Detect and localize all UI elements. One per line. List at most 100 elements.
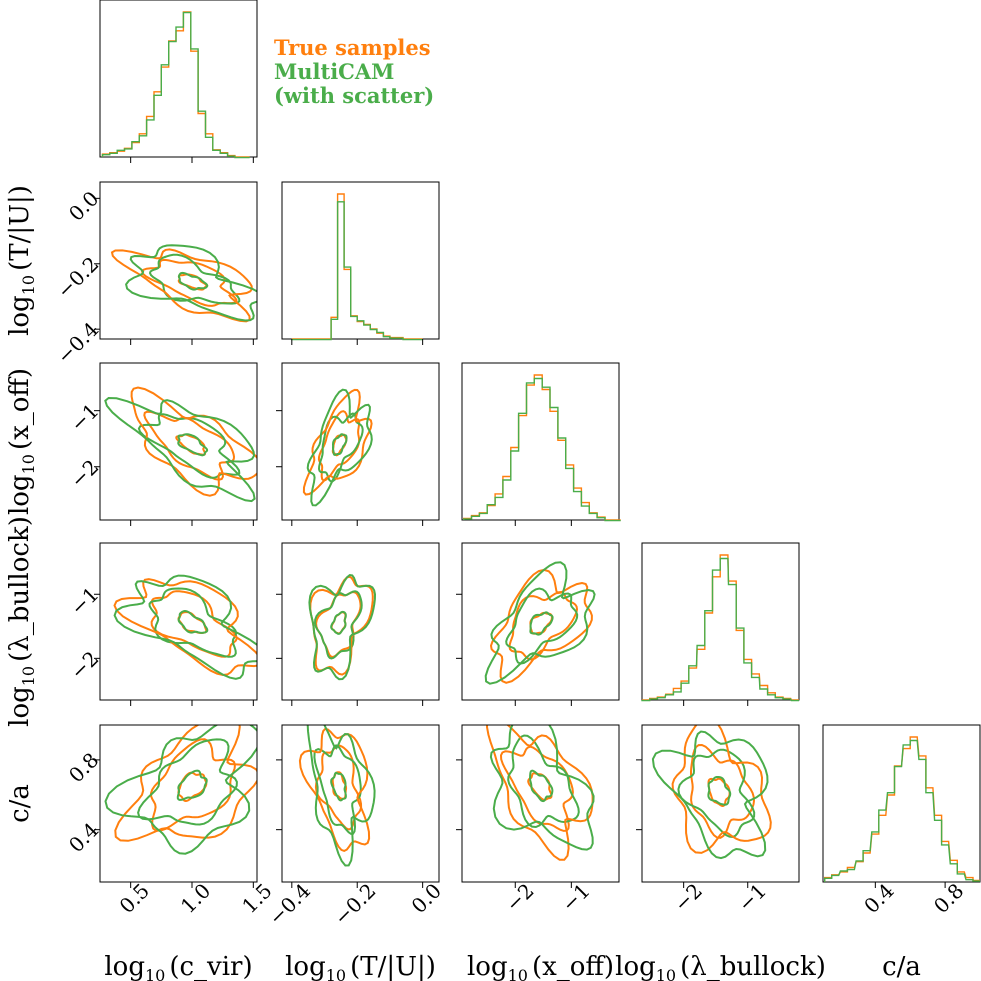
contour-true-samples (302, 388, 373, 496)
contour-true-samples (150, 590, 238, 658)
panel-frame (99, 724, 258, 883)
panel-frame (641, 542, 800, 701)
contour-multicam (104, 725, 257, 855)
panel-frame (281, 362, 440, 521)
contour-true-samples (707, 777, 731, 808)
contour-multicam (651, 730, 769, 860)
y-tick-label: 0.4 (64, 818, 103, 857)
panel-frame (461, 724, 620, 883)
y-axis-label: log10(λ_bullock) (5, 516, 38, 727)
contour-multicam (177, 271, 209, 291)
hist-multicam (463, 377, 621, 522)
pair-panel-1-0 (99, 181, 258, 340)
x-tick-label: 0.0 (407, 879, 446, 918)
x-tick-label: −0.4 (264, 879, 315, 930)
x-axis-label: log10 (c_vir) (104, 952, 252, 981)
x-tick-label: 0.8 (929, 879, 968, 918)
x-tick-label: −1 (733, 879, 771, 917)
marginal-hist-3 (641, 542, 800, 702)
contour-multicam (177, 433, 209, 457)
contour-multicam (528, 769, 554, 803)
y-axis-label: c/a (5, 784, 35, 823)
contour-true-samples (671, 725, 772, 854)
y-tick-label: −2 (66, 646, 104, 684)
pair-panel-3-0 (99, 542, 258, 701)
pair-panel-4-1 (281, 724, 440, 883)
hist-multicam (824, 739, 980, 882)
contour-true-samples (130, 386, 257, 497)
panel-frame (99, 542, 258, 701)
hist-true-samples (642, 554, 799, 701)
y-tick-label: −1 (66, 399, 104, 437)
contour-multicam (505, 587, 579, 665)
hist-multicam (291, 201, 423, 341)
contour-multicam (707, 776, 732, 806)
panel-frame (281, 181, 440, 340)
x-axis-label: log10 (λ_bullock) (615, 952, 826, 981)
legend-entry-with-scatter: (with scatter) (274, 83, 435, 108)
legend-entry-true-samples: True samples (274, 35, 431, 60)
contour-multicam (489, 725, 595, 851)
contour-multicam (125, 244, 257, 322)
x-axis-label: c/a (882, 952, 921, 981)
contour-multicam (104, 396, 256, 503)
y-tick-label: 0.0 (64, 186, 103, 225)
contour-multicam (677, 748, 756, 839)
contour-multicam (176, 769, 208, 801)
panel-frame (99, 181, 258, 340)
legend: True samples MultiCAM (with scatter) (274, 36, 434, 108)
panel-frame (641, 724, 800, 883)
contour-true-samples (110, 248, 253, 323)
panel-frame (281, 724, 440, 883)
contour-multicam (137, 413, 241, 479)
contour-multicam (308, 574, 377, 681)
pair-panel-2-0 (99, 362, 258, 521)
contour-multicam (177, 609, 209, 634)
y-tick-label: −1 (66, 582, 104, 620)
y-tick-label: 0.8 (64, 748, 103, 787)
contour-multicam (330, 771, 347, 802)
panel-frame (822, 724, 981, 883)
contour-true-samples (298, 727, 371, 852)
contour-true-samples (499, 745, 574, 832)
y-axis-label: log10(T/|U|) (5, 185, 38, 336)
contour-true-samples (309, 575, 374, 676)
legend-entry-multicam: MultiCAM (274, 59, 395, 84)
marginal-hist-2 (461, 362, 621, 522)
x-tick-label: −1 (557, 879, 595, 917)
pair-panel-4-2 (461, 724, 620, 883)
x-tick-label: 0.4 (859, 879, 898, 918)
contour-multicam (113, 574, 257, 680)
contour-multicam (313, 590, 363, 660)
pair-panel-4-3 (641, 724, 800, 883)
contour-true-samples (143, 410, 236, 481)
contour-multicam (306, 388, 373, 507)
x-tick-label: −2 (669, 879, 707, 917)
pair-panel-3-2 (461, 542, 620, 701)
contour-multicam (332, 433, 348, 456)
x-tick-label: −2 (501, 879, 539, 917)
y-tick-label: −0.4 (52, 317, 103, 368)
contour-true-samples (114, 725, 257, 842)
panel-frame (461, 362, 620, 521)
marginal-hist-0 (99, 0, 258, 159)
contour-true-samples (489, 568, 593, 684)
contour-multicam (148, 587, 238, 658)
x-tick-label: 0.5 (115, 879, 154, 918)
pair-panel-3-1 (281, 542, 440, 701)
panel-frame (99, 362, 258, 521)
contour-multicam (507, 734, 580, 829)
x-tick-label: −0.2 (329, 879, 380, 930)
contour-true-samples (315, 591, 362, 658)
contour-multicam (330, 610, 347, 635)
contour-multicam (306, 725, 376, 867)
contour-true-samples (140, 258, 238, 307)
pair-panel-2-1 (281, 362, 440, 521)
marginal-hist-1 (281, 181, 440, 341)
contour-true-samples (508, 590, 579, 661)
x-tick-label: 1.0 (176, 879, 215, 918)
y-tick-label: −0.2 (52, 252, 103, 303)
panel-frame (99, 0, 258, 158)
panel-frame (461, 542, 620, 701)
